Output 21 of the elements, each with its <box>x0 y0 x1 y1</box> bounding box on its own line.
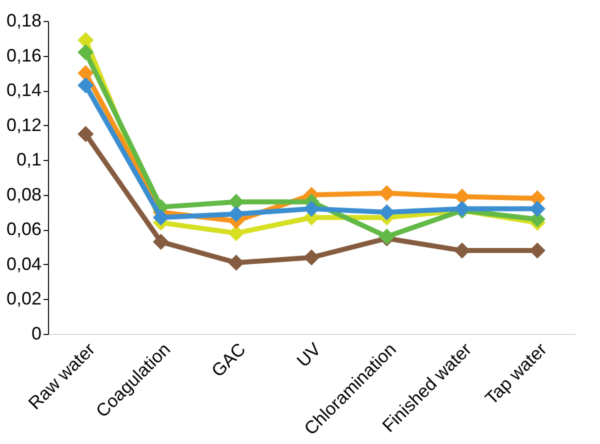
y-tick-label: 0,16 <box>6 45 42 66</box>
y-tick-label: 0,14 <box>6 80 42 100</box>
point <box>78 126 94 142</box>
y-tick-label: 0,1 <box>16 150 42 170</box>
y-tick-label: 0,12 <box>6 114 42 135</box>
point <box>152 209 169 226</box>
point <box>378 204 395 220</box>
y-tick-label: 0 <box>31 324 42 344</box>
y-tick-label: 0,06 <box>6 219 42 240</box>
point <box>228 206 244 222</box>
point <box>78 65 94 82</box>
y-tick-label: 0,18 <box>6 10 42 30</box>
y-tick-label: 0,02 <box>6 288 42 309</box>
y-tick-label: 0,08 <box>6 184 42 204</box>
point <box>78 32 94 48</box>
point <box>228 225 244 242</box>
point <box>78 77 94 94</box>
point <box>152 234 169 250</box>
point <box>228 254 244 271</box>
point <box>78 44 94 60</box>
y-tick-label: 0,04 <box>6 254 42 274</box>
